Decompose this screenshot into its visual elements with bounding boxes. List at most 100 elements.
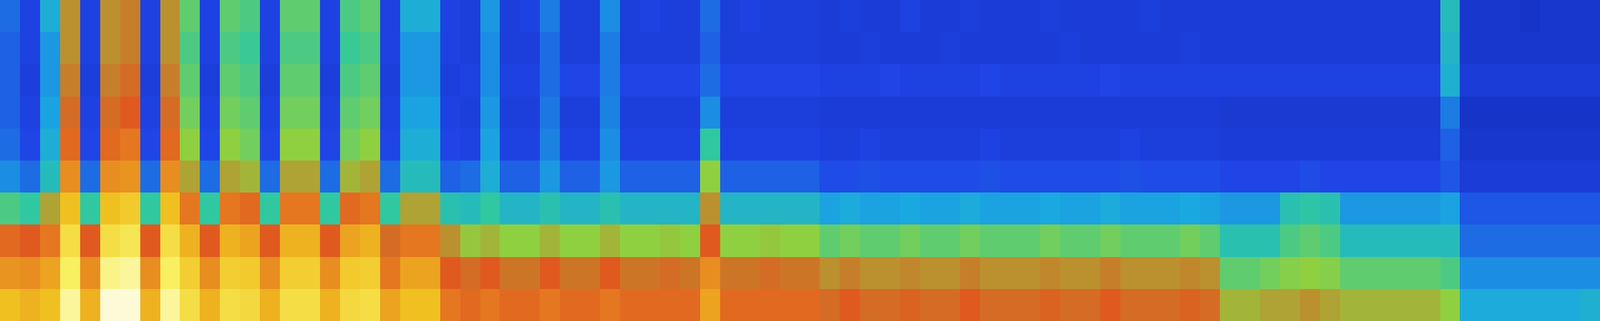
heatmap-cell [980, 256, 1001, 290]
heatmap-cell [480, 128, 501, 161]
heatmap-cell [160, 96, 181, 130]
heatmap-cell [40, 192, 61, 225]
heatmap-cell [140, 192, 161, 225]
heatmap-cell [1280, 160, 1301, 193]
heatmap-cell [199, 31, 221, 65]
heatmap-cell [859, 288, 881, 321]
heatmap-cell [219, 288, 241, 321]
heatmap-cell [960, 128, 981, 161]
heatmap-cell [80, 63, 101, 97]
heatmap-cell [1499, 256, 1521, 290]
heatmap-cell [1459, 96, 1481, 130]
chart-container [0, 0, 1600, 321]
heatmap-cell [279, 0, 301, 33]
heatmap-cell [179, 192, 201, 225]
heatmap-cell [1259, 224, 1281, 257]
heatmap-cell [1479, 128, 1501, 161]
heatmap-cell [1040, 288, 1061, 321]
heatmap-cell [760, 96, 781, 130]
heatmap-cell [1100, 192, 1121, 225]
heatmap-cell [939, 256, 961, 290]
heatmap-cell [1259, 192, 1281, 225]
heatmap-cell [1159, 0, 1181, 33]
heatmap-cell [1420, 160, 1441, 193]
heatmap-cell [640, 128, 661, 161]
heatmap-cell [640, 63, 661, 97]
heatmap-cell [1060, 63, 1081, 97]
heatmap-cell [380, 256, 401, 290]
heatmap-cell [179, 0, 201, 33]
heatmap-cell [1259, 160, 1281, 193]
heatmap-cell [340, 256, 361, 290]
heatmap-cell [1300, 256, 1321, 290]
heatmap-cell [859, 63, 881, 97]
heatmap-cell [440, 31, 461, 65]
heatmap-cell [140, 128, 161, 161]
heatmap-cell [1420, 63, 1441, 97]
heatmap-cell [259, 224, 281, 257]
heatmap-cell [760, 288, 781, 321]
heatmap-cell [1040, 192, 1061, 225]
heatmap-cell [400, 160, 421, 193]
heatmap-cell [1579, 192, 1600, 225]
heatmap-cell [1080, 288, 1101, 321]
heatmap-cell [919, 63, 941, 97]
heatmap-cell [400, 256, 421, 290]
heatmap-cell [919, 0, 941, 33]
heatmap-cell [960, 160, 981, 193]
heatmap-cell [499, 288, 521, 321]
heatmap-cell [259, 31, 281, 65]
heatmap-cell [1120, 63, 1141, 97]
heatmap-cell [519, 288, 541, 321]
heatmap-cell [539, 0, 561, 33]
heatmap-cell [1159, 96, 1181, 130]
heatmap-cell [1060, 160, 1081, 193]
heatmap-cell [539, 31, 561, 65]
heatmap-cell [179, 256, 201, 290]
heatmap-cell [100, 31, 121, 65]
heatmap-cell [1040, 160, 1061, 193]
heatmap-cell [579, 256, 601, 290]
heatmap-cell [619, 96, 641, 130]
heatmap-cell [539, 256, 561, 290]
heatmap-cell [1280, 256, 1301, 290]
heatmap-cell [1259, 0, 1281, 33]
heatmap-cell [1139, 256, 1161, 290]
heatmap-cell [199, 256, 221, 290]
heatmap-cell [0, 256, 21, 290]
heatmap-cell [259, 288, 281, 321]
heatmap-cell [720, 192, 741, 225]
heatmap-cell [0, 96, 21, 130]
heatmap-cell [1499, 96, 1521, 130]
heatmap-cell [239, 256, 261, 290]
heatmap-cell [579, 0, 601, 33]
heatmap-cell [1000, 288, 1021, 321]
heatmap-cell [539, 128, 561, 161]
heatmap-cell [519, 256, 541, 290]
heatmap-cell [1519, 128, 1541, 161]
heatmap-cell [1400, 288, 1421, 321]
heatmap-cell [1259, 63, 1281, 97]
heatmap-cell [380, 128, 401, 161]
heatmap-cell [1239, 0, 1261, 33]
heatmap-cell [720, 288, 741, 321]
heatmap-cell [1420, 192, 1441, 225]
heatmap-cell [20, 31, 41, 65]
heatmap-cell [1579, 31, 1600, 65]
heatmap-cell [919, 96, 941, 130]
heatmap-cell [1340, 63, 1361, 97]
heatmap-cell [360, 128, 381, 161]
heatmap-cell [1280, 31, 1301, 65]
heatmap-cell [700, 96, 721, 130]
heatmap-cell [1539, 256, 1561, 290]
heatmap-cell [1040, 31, 1061, 65]
heatmap-cell [1139, 96, 1161, 130]
heatmap-cell [1060, 192, 1081, 225]
heatmap-cell [939, 224, 961, 257]
heatmap-cell [680, 256, 701, 290]
heatmap-cell [760, 160, 781, 193]
heatmap-cell [1420, 224, 1441, 257]
heatmap-cell [960, 256, 981, 290]
heatmap-cell [740, 288, 761, 321]
heatmap-cell [1020, 63, 1041, 97]
